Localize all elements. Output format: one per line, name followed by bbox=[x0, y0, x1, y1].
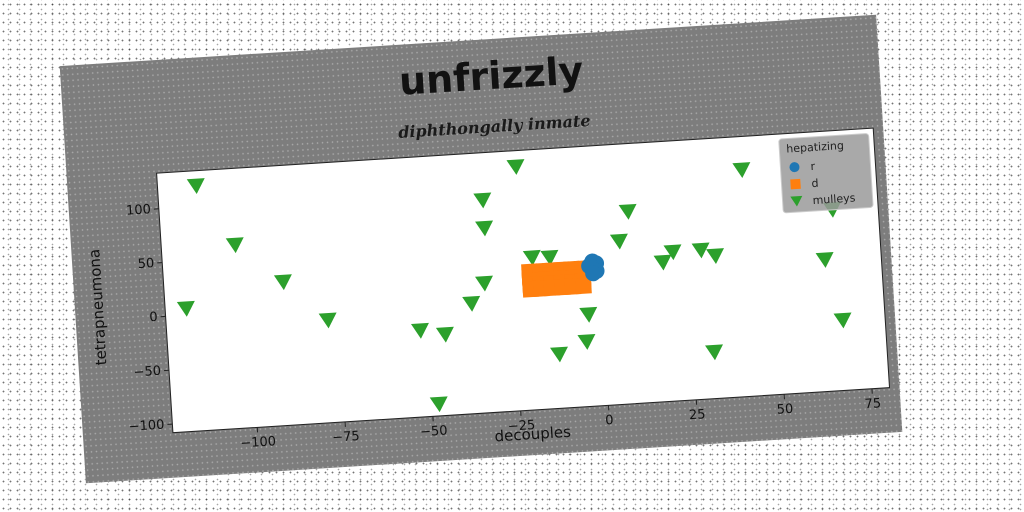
data-point-mulleys bbox=[522, 249, 541, 266]
legend-label-d: d bbox=[811, 177, 819, 190]
data-point-mulleys bbox=[462, 295, 481, 312]
y-tick-label: 50 bbox=[137, 256, 154, 272]
y-tick-label: 100 bbox=[126, 202, 152, 219]
legend-label-r: r bbox=[810, 160, 816, 173]
data-point-mulleys bbox=[435, 326, 454, 343]
figure-card: unfrizzly diphthongally inmate −100 −75 −5… bbox=[59, 14, 903, 484]
data-point-mulleys bbox=[475, 275, 493, 292]
series-r bbox=[581, 253, 605, 282]
legend-marker-mulleys bbox=[790, 195, 803, 207]
data-point-mulleys bbox=[815, 252, 834, 268]
y-tick-label: −50 bbox=[133, 364, 161, 381]
data-point-mulleys bbox=[186, 178, 205, 194]
data-point-mulleys bbox=[225, 237, 244, 254]
x-tick-label: −50 bbox=[420, 423, 448, 440]
series-mulleys bbox=[176, 159, 852, 413]
legend-marker-d bbox=[790, 178, 801, 190]
x-tick-label: −25 bbox=[507, 418, 535, 435]
x-tick-label: 75 bbox=[864, 396, 881, 412]
x-axis-ticks: −100 −75 −50 −25 0 25 50 75 bbox=[240, 388, 882, 451]
legend-marker-r bbox=[789, 162, 800, 173]
y-tick-label: −100 bbox=[128, 418, 165, 435]
data-point-mulleys bbox=[429, 396, 448, 413]
data-point-mulleys bbox=[506, 159, 525, 175]
x-axis-label: decouples bbox=[494, 423, 572, 446]
data-point-mulleys bbox=[706, 248, 725, 264]
data-point-d bbox=[574, 277, 592, 295]
data-point-mulleys bbox=[609, 233, 628, 250]
x-tick-label: 50 bbox=[776, 402, 793, 418]
data-point-mulleys bbox=[410, 322, 429, 339]
y-axis-label: tetrapneumona bbox=[85, 248, 110, 366]
data-point-mulleys bbox=[473, 192, 492, 209]
data-point-mulleys bbox=[833, 312, 852, 329]
data-point-mulleys bbox=[475, 220, 494, 237]
data-point-mulleys bbox=[653, 254, 672, 271]
chart-subtitle: diphthongally inmate bbox=[398, 111, 591, 142]
data-point-mulleys bbox=[273, 274, 292, 291]
data-point-mulleys bbox=[705, 344, 724, 361]
data-point-mulleys bbox=[577, 334, 596, 350]
x-tick-label: 25 bbox=[689, 407, 706, 423]
chart-title: unfrizzly bbox=[398, 48, 585, 104]
scatter-chart: unfrizzly diphthongally inmate −100 −75 −5… bbox=[85, 48, 891, 451]
legend-box bbox=[778, 133, 874, 214]
y-axis-ticks: −100 −50 0 50 100 bbox=[126, 202, 173, 435]
legend-label-mulleys: mulleys bbox=[812, 191, 856, 207]
data-point-mulleys bbox=[176, 300, 195, 317]
legend-title: hepatizing bbox=[786, 139, 844, 156]
data-point-r bbox=[585, 265, 602, 282]
data-point-mulleys bbox=[691, 242, 710, 259]
data-point-mulleys bbox=[618, 203, 637, 220]
x-tick-label: 0 bbox=[605, 413, 614, 428]
data-point-mulleys bbox=[318, 312, 337, 329]
data-point-mulleys bbox=[540, 249, 559, 266]
data-point-mulleys bbox=[579, 306, 598, 323]
data-point-mulleys bbox=[732, 162, 751, 178]
data-point-mulleys bbox=[663, 244, 682, 261]
data-marks bbox=[176, 159, 852, 413]
x-tick-label: −100 bbox=[240, 434, 277, 451]
x-tick-label: −75 bbox=[332, 429, 360, 446]
y-tick-label: 0 bbox=[149, 310, 158, 325]
data-point-mulleys bbox=[550, 346, 568, 363]
